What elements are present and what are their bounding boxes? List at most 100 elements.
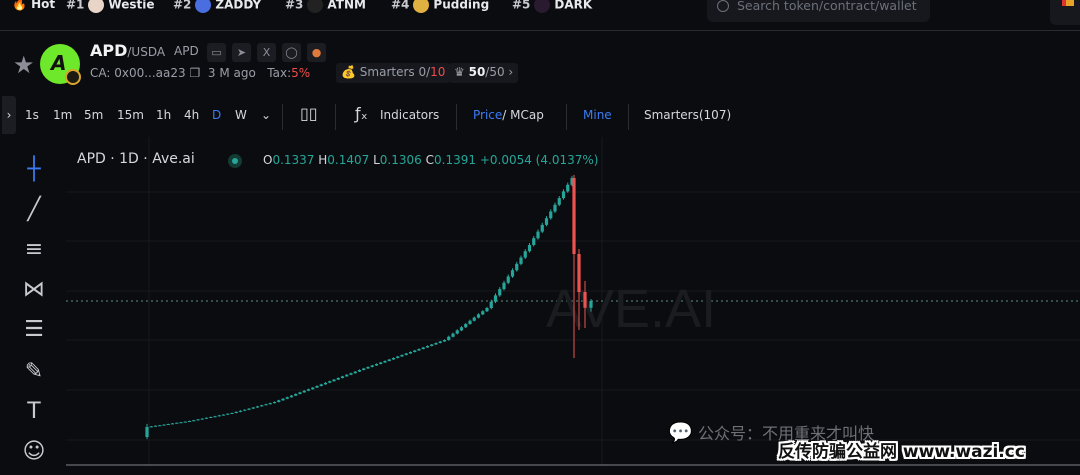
candle[interactable] — [332, 379, 336, 382]
candle[interactable] — [455, 330, 459, 334]
candle[interactable] — [315, 386, 319, 388]
candle[interactable] — [311, 387, 315, 390]
candle[interactable] — [515, 263, 519, 271]
candle[interactable] — [583, 292, 587, 308]
candle[interactable] — [366, 367, 370, 369]
candle[interactable] — [162, 424, 166, 426]
candle[interactable] — [179, 422, 183, 424]
smarters-button[interactable]: Smarters(107) — [644, 108, 732, 122]
candle[interactable] — [557, 198, 561, 205]
website-icon[interactable]: ▭ — [207, 43, 226, 62]
candle[interactable] — [230, 413, 234, 414]
candle[interactable] — [413, 350, 417, 353]
price-chart[interactable]: AVE.AI — [66, 137, 1080, 467]
candle[interactable] — [187, 421, 192, 422]
candle[interactable] — [277, 400, 281, 402]
timeframe-W[interactable]: W — [235, 108, 247, 122]
candle[interactable] — [158, 425, 162, 427]
candle[interactable] — [536, 231, 540, 239]
candle[interactable] — [175, 422, 179, 424]
candle[interactable] — [353, 371, 357, 374]
search-token-icon[interactable]: ◯ — [282, 43, 301, 62]
candle[interactable] — [459, 327, 464, 331]
candle[interactable] — [294, 394, 298, 396]
hot-token-dark[interactable]: #5 DARK — [512, 0, 592, 13]
candle[interactable] — [226, 413, 230, 415]
candle[interactable] — [527, 245, 532, 252]
candle[interactable] — [464, 324, 468, 328]
candle[interactable] — [221, 414, 226, 416]
candle[interactable] — [577, 254, 581, 292]
candle[interactable] — [272, 402, 277, 404]
candle[interactable] — [523, 251, 527, 258]
timeframe-4h[interactable]: 4h — [184, 108, 200, 122]
candle[interactable] — [553, 204, 557, 212]
hot-token-zaddy[interactable]: #2 ZADDY — [173, 0, 261, 13]
candle[interactable] — [472, 317, 476, 321]
candle[interactable] — [345, 374, 349, 377]
candle[interactable] — [549, 211, 553, 219]
candle[interactable] — [153, 425, 158, 427]
candle[interactable] — [425, 346, 430, 348]
candle[interactable] — [502, 282, 506, 290]
candle[interactable] — [532, 238, 536, 245]
candle[interactable] — [260, 405, 264, 407]
candle[interactable] — [370, 365, 374, 368]
function-icon[interactable]: ƒₓ — [355, 104, 368, 123]
candle[interactable] — [519, 257, 523, 264]
telegram-icon[interactable]: ➤ — [232, 43, 251, 62]
candle[interactable] — [306, 389, 311, 391]
candle[interactable] — [166, 424, 170, 425]
candle[interactable] — [209, 417, 213, 418]
coins-icon[interactable]: ● — [307, 43, 326, 62]
candle[interactable] — [481, 311, 485, 315]
candle[interactable] — [336, 378, 340, 380]
candle[interactable] — [417, 349, 421, 351]
hot-token-westie[interactable]: #1 Westie — [66, 0, 154, 13]
timeframe-1m[interactable]: 1m — [53, 108, 73, 122]
candle[interactable] — [379, 362, 383, 365]
timeframe-15m[interactable]: 15m — [117, 108, 144, 122]
timeframe-1s[interactable]: 1s — [25, 108, 39, 122]
candle[interactable] — [149, 426, 153, 428]
fib-icon[interactable]: ☰ — [24, 317, 44, 342]
candle[interactable] — [145, 427, 149, 437]
candle[interactable] — [213, 416, 217, 418]
x-twitter-icon[interactable]: X — [257, 43, 276, 62]
crosshair-icon[interactable]: ┼ — [27, 157, 41, 182]
candle[interactable] — [421, 347, 425, 350]
candle[interactable] — [217, 415, 221, 417]
candle[interactable] — [285, 397, 289, 399]
candle[interactable] — [400, 355, 404, 357]
candle[interactable] — [268, 403, 272, 405]
candle[interactable] — [434, 343, 438, 345]
candle[interactable] — [404, 353, 408, 356]
gift-button[interactable] — [1050, 0, 1080, 25]
candle[interactable] — [349, 373, 353, 375]
candle[interactable] — [489, 301, 493, 308]
candle[interactable] — [264, 404, 268, 406]
candle[interactable] — [302, 390, 306, 393]
expand-panel-button[interactable]: › — [2, 96, 16, 134]
brush-icon[interactable]: ✎ — [24, 359, 44, 384]
candle[interactable] — [323, 382, 328, 385]
candle[interactable] — [328, 381, 332, 383]
candle[interactable] — [493, 295, 498, 302]
candle[interactable] — [408, 352, 413, 354]
candle[interactable] — [243, 409, 247, 411]
candle[interactable] — [340, 376, 345, 378]
candle[interactable] — [234, 411, 238, 413]
candle[interactable] — [476, 314, 481, 318]
smarters-badge[interactable]: 💰 Smarters 0/10 — [336, 63, 451, 83]
timeframe-1h[interactable]: 1h — [156, 108, 172, 122]
candle[interactable] — [506, 276, 510, 283]
pattern-icon[interactable]: ⋈ — [23, 277, 45, 302]
candle[interactable] — [498, 289, 502, 296]
candle[interactable] — [298, 392, 302, 394]
candle[interactable] — [572, 178, 576, 254]
copy-icon[interactable]: ❐ — [189, 66, 201, 80]
favorite-star-icon[interactable]: ★ — [13, 51, 35, 79]
candle[interactable] — [570, 178, 574, 185]
candle[interactable] — [544, 218, 549, 225]
candle-type-icon[interactable]: ▯▯ — [300, 104, 318, 123]
